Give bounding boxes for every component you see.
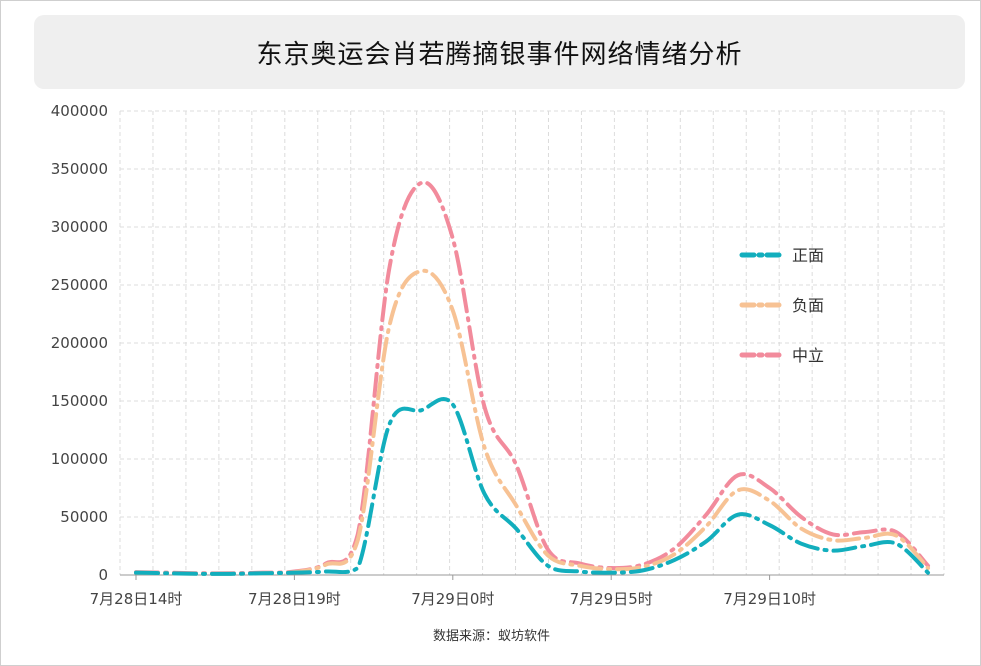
series-line bbox=[134, 268, 930, 576]
chart-title: 东京奥运会肖若腾摘银事件网络情绪分析 bbox=[256, 39, 743, 70]
x-tick-label: 7月28日19时 bbox=[248, 590, 341, 608]
y-tick-label: 0 bbox=[98, 566, 108, 584]
x-tick-label: 7月29日10时 bbox=[723, 590, 816, 608]
legend-label: 负面 bbox=[792, 296, 824, 315]
y-tick-label: 400000 bbox=[51, 102, 108, 120]
y-tick-label: 200000 bbox=[51, 334, 108, 352]
y-tick-label: 250000 bbox=[51, 276, 108, 294]
x-tick-label: 7月28日14时 bbox=[90, 590, 183, 608]
y-tick-label: 300000 bbox=[51, 218, 108, 236]
x-tick-label: 7月29日0时 bbox=[411, 590, 494, 608]
x-tick-label: 7月29日5时 bbox=[570, 590, 653, 608]
series-line bbox=[134, 180, 930, 576]
legend-label: 中立 bbox=[792, 346, 824, 365]
y-tick-label: 50000 bbox=[60, 508, 108, 526]
y-tick-label: 100000 bbox=[51, 450, 108, 468]
y-tick-label: 350000 bbox=[51, 160, 108, 178]
chart-title-box: 东京奥运会肖若腾摘银事件网络情绪分析 bbox=[34, 15, 965, 89]
legend-label: 正面 bbox=[792, 246, 824, 265]
y-tick-label: 150000 bbox=[51, 392, 108, 410]
series-line bbox=[134, 397, 930, 576]
data-source: 数据来源：蚁坊软件 bbox=[432, 629, 550, 644]
